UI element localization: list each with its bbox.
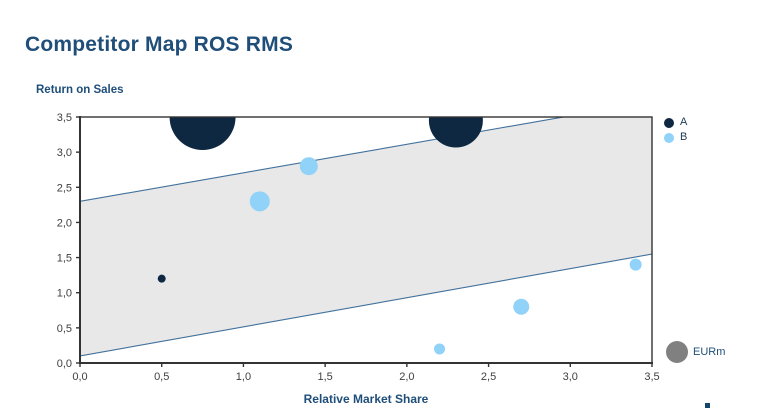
series-a-dot-icon	[664, 117, 674, 128]
legend-label-a: A	[680, 116, 688, 128]
svg-text:0,5: 0,5	[57, 323, 72, 335]
svg-text:0,0: 0,0	[72, 371, 87, 383]
page-title: Competitor Map ROS RMS	[25, 33, 294, 56]
svg-text:2,0: 2,0	[57, 217, 72, 229]
corner-artifact	[705, 403, 710, 408]
svg-text:2,0: 2,0	[399, 371, 414, 383]
svg-text:3,0: 3,0	[57, 147, 72, 159]
bubble-size-label: EURm	[693, 346, 726, 358]
svg-text:1,5: 1,5	[317, 371, 332, 383]
svg-text:0,0: 0,0	[57, 358, 72, 370]
svg-text:3,5: 3,5	[57, 112, 72, 124]
series-legend: A B	[664, 117, 687, 143]
series-b-dot-icon	[664, 132, 674, 143]
x-axis-title: Relative Market Share	[303, 392, 429, 406]
svg-text:3,0: 3,0	[563, 371, 578, 383]
svg-text:2,5: 2,5	[57, 182, 72, 194]
svg-text:2,5: 2,5	[481, 371, 496, 383]
bubble-size-icon	[666, 341, 688, 363]
y-axis-title: Return on Sales	[36, 84, 124, 96]
legend-item-a: A	[664, 117, 687, 128]
legend-label-b: B	[680, 131, 688, 143]
svg-text:1,0: 1,0	[236, 371, 251, 383]
bubble-size-legend: EURm	[666, 341, 725, 363]
svg-text:3,5: 3,5	[644, 371, 659, 383]
svg-text:1,5: 1,5	[57, 253, 72, 265]
svg-text:1,0: 1,0	[57, 288, 72, 300]
svg-text:0,5: 0,5	[154, 371, 169, 383]
legend-item-b: B	[664, 132, 687, 143]
